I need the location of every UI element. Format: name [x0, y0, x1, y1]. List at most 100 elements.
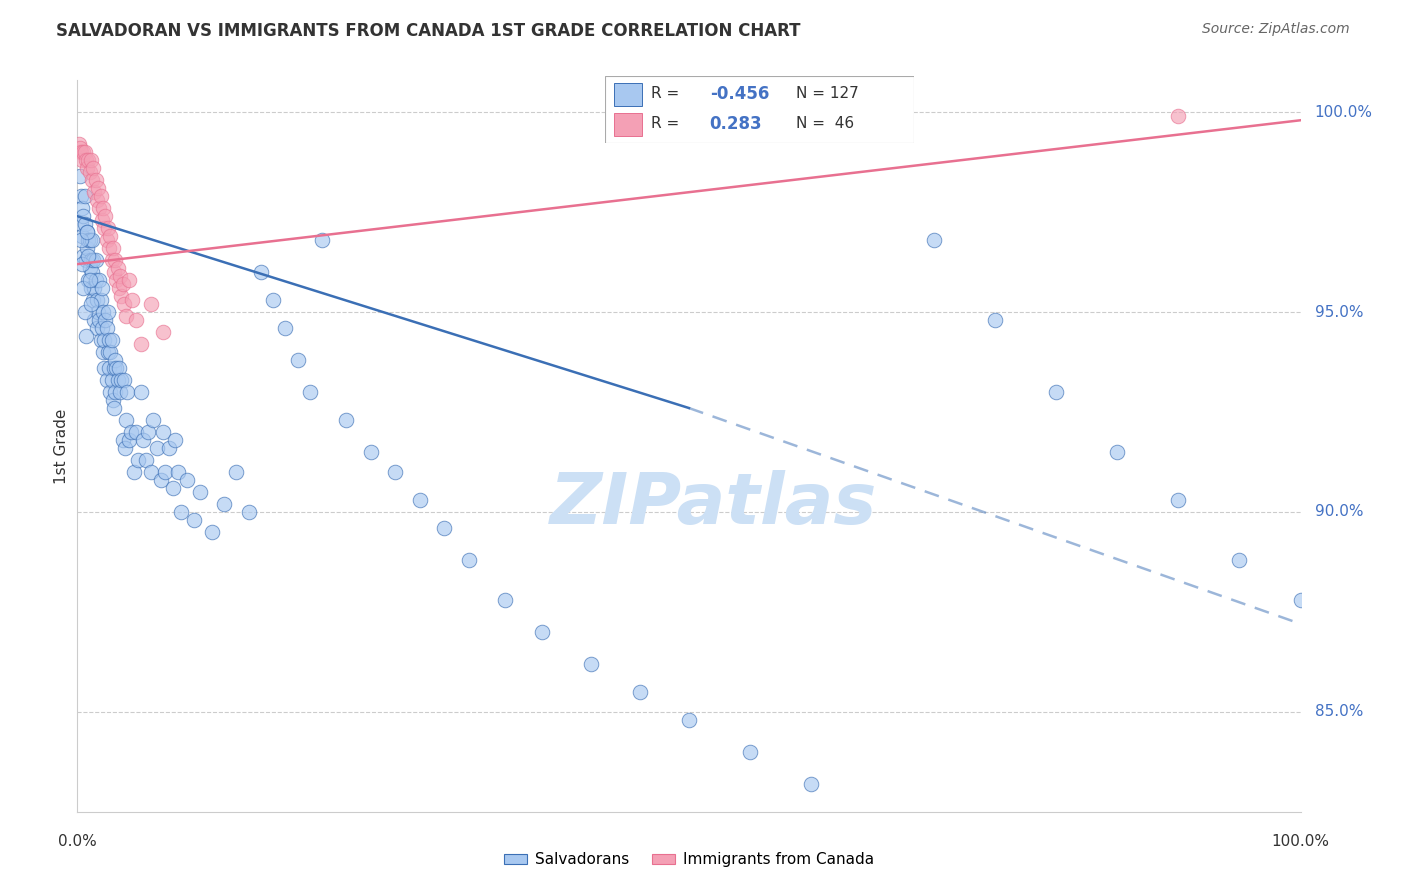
- Point: [125, 425, 148, 439]
- Point: [97, 221, 120, 235]
- Point: [83, 185, 105, 199]
- Point: [165, 433, 187, 447]
- Point: [83, 281, 105, 295]
- Point: [146, 441, 169, 455]
- Point: [108, 361, 131, 376]
- Point: [152, 425, 174, 439]
- Text: 100.0%: 100.0%: [1271, 834, 1330, 849]
- Point: [80, 281, 103, 295]
- Point: [579, 657, 602, 671]
- Point: [90, 293, 112, 307]
- Point: [101, 241, 124, 255]
- Point: [84, 173, 107, 187]
- Text: 0.283: 0.283: [710, 115, 762, 133]
- Point: [139, 297, 162, 311]
- Point: [103, 361, 125, 376]
- Point: [97, 305, 120, 319]
- Point: [129, 337, 152, 351]
- Point: [70, 189, 93, 203]
- Point: [98, 345, 121, 359]
- Point: [166, 465, 188, 479]
- Point: [70, 145, 93, 160]
- Point: [262, 293, 284, 307]
- Point: [201, 524, 224, 539]
- Point: [101, 392, 124, 407]
- Point: [79, 273, 101, 287]
- Text: Source: ZipAtlas.com: Source: ZipAtlas.com: [1202, 22, 1350, 37]
- Point: [98, 229, 121, 244]
- Point: [298, 385, 321, 400]
- Point: [73, 305, 96, 319]
- Point: [90, 333, 112, 347]
- Point: [152, 325, 174, 339]
- Point: [1289, 593, 1312, 607]
- Point: [628, 685, 651, 699]
- Point: [70, 233, 93, 247]
- Point: [77, 153, 100, 168]
- Point: [70, 201, 93, 215]
- Point: [287, 353, 309, 368]
- Point: [98, 385, 121, 400]
- Point: [104, 253, 127, 268]
- Point: [162, 481, 184, 495]
- Point: [79, 165, 101, 179]
- Point: [1229, 553, 1251, 567]
- Point: [360, 445, 382, 459]
- Point: [96, 233, 118, 247]
- Point: [90, 281, 112, 295]
- Text: R =: R =: [651, 117, 689, 131]
- Point: [89, 201, 111, 215]
- Point: [82, 161, 104, 176]
- Point: [922, 233, 945, 247]
- Point: [111, 433, 134, 447]
- Point: [75, 329, 97, 343]
- Point: [108, 281, 131, 295]
- Point: [70, 229, 93, 244]
- Point: [91, 201, 114, 215]
- Point: [274, 321, 297, 335]
- Point: [409, 492, 432, 507]
- Point: [69, 169, 91, 184]
- Point: [800, 777, 823, 791]
- FancyBboxPatch shape: [605, 76, 914, 143]
- Point: [72, 249, 94, 263]
- Point: [97, 345, 120, 359]
- Point: [384, 465, 406, 479]
- Point: [77, 233, 100, 247]
- Point: [72, 145, 94, 160]
- Point: [84, 253, 107, 268]
- Point: [98, 241, 121, 255]
- Legend: Salvadorans, Immigrants from Canada: Salvadorans, Immigrants from Canada: [498, 847, 880, 873]
- Point: [86, 193, 108, 207]
- Point: [136, 425, 159, 439]
- Point: [73, 189, 96, 203]
- Text: 100.0%: 100.0%: [1315, 104, 1372, 120]
- Point: [117, 385, 139, 400]
- Point: [531, 624, 554, 639]
- Point: [104, 385, 127, 400]
- Point: [105, 273, 128, 287]
- Point: [129, 385, 152, 400]
- Point: [90, 189, 112, 203]
- Text: R =: R =: [651, 87, 685, 102]
- Point: [94, 313, 117, 327]
- Point: [183, 513, 205, 527]
- Point: [100, 373, 122, 387]
- Point: [89, 273, 111, 287]
- Point: [118, 433, 141, 447]
- Point: [96, 321, 118, 335]
- Point: [70, 217, 93, 231]
- Point: [76, 225, 98, 239]
- Point: [132, 433, 155, 447]
- Point: [120, 425, 142, 439]
- Point: [135, 453, 157, 467]
- Point: [72, 209, 94, 223]
- Point: [170, 505, 193, 519]
- Point: [69, 141, 91, 155]
- Point: [76, 161, 98, 176]
- Point: [212, 497, 235, 511]
- Text: ZIPatlas: ZIPatlas: [550, 470, 877, 539]
- Point: [139, 465, 162, 479]
- Point: [1167, 109, 1189, 123]
- Point: [91, 305, 114, 319]
